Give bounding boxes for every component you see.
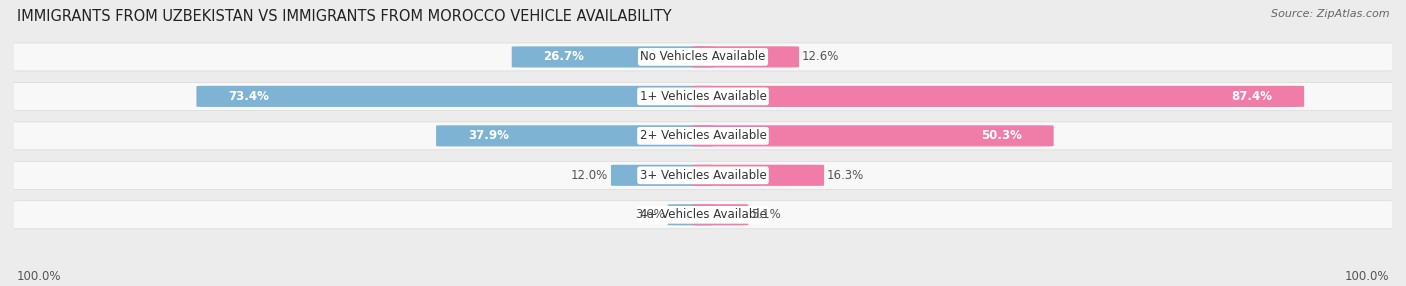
FancyBboxPatch shape (612, 165, 714, 186)
FancyBboxPatch shape (692, 204, 748, 225)
Text: 26.7%: 26.7% (543, 50, 585, 63)
Text: 3.6%: 3.6% (636, 208, 665, 221)
Text: IMMIGRANTS FROM UZBEKISTAN VS IMMIGRANTS FROM MOROCCO VEHICLE AVAILABILITY: IMMIGRANTS FROM UZBEKISTAN VS IMMIGRANTS… (17, 9, 672, 23)
FancyBboxPatch shape (692, 46, 799, 67)
Text: 100.0%: 100.0% (1344, 270, 1389, 283)
FancyBboxPatch shape (692, 86, 1305, 107)
Text: 100.0%: 100.0% (17, 270, 62, 283)
FancyBboxPatch shape (512, 46, 714, 67)
Text: 4+ Vehicles Available: 4+ Vehicles Available (640, 208, 766, 221)
FancyBboxPatch shape (692, 165, 824, 186)
FancyBboxPatch shape (0, 201, 1406, 229)
Text: 87.4%: 87.4% (1232, 90, 1272, 103)
Text: No Vehicles Available: No Vehicles Available (640, 50, 766, 63)
Text: 37.9%: 37.9% (468, 129, 509, 142)
FancyBboxPatch shape (436, 125, 714, 146)
Text: 50.3%: 50.3% (981, 129, 1022, 142)
Text: 12.0%: 12.0% (571, 169, 609, 182)
Text: 16.3%: 16.3% (827, 169, 865, 182)
FancyBboxPatch shape (0, 82, 1406, 110)
Text: 3+ Vehicles Available: 3+ Vehicles Available (640, 169, 766, 182)
Text: 12.6%: 12.6% (801, 50, 839, 63)
FancyBboxPatch shape (0, 43, 1406, 71)
Text: Source: ZipAtlas.com: Source: ZipAtlas.com (1271, 9, 1389, 19)
Text: 2+ Vehicles Available: 2+ Vehicles Available (640, 129, 766, 142)
Text: 73.4%: 73.4% (228, 90, 269, 103)
FancyBboxPatch shape (692, 125, 1053, 146)
Text: 5.1%: 5.1% (751, 208, 780, 221)
FancyBboxPatch shape (668, 204, 714, 225)
Legend: Immigrants from Uzbekistan, Immigrants from Morocco: Immigrants from Uzbekistan, Immigrants f… (502, 281, 904, 286)
FancyBboxPatch shape (0, 122, 1406, 150)
FancyBboxPatch shape (197, 86, 714, 107)
Text: 1+ Vehicles Available: 1+ Vehicles Available (640, 90, 766, 103)
FancyBboxPatch shape (0, 161, 1406, 189)
